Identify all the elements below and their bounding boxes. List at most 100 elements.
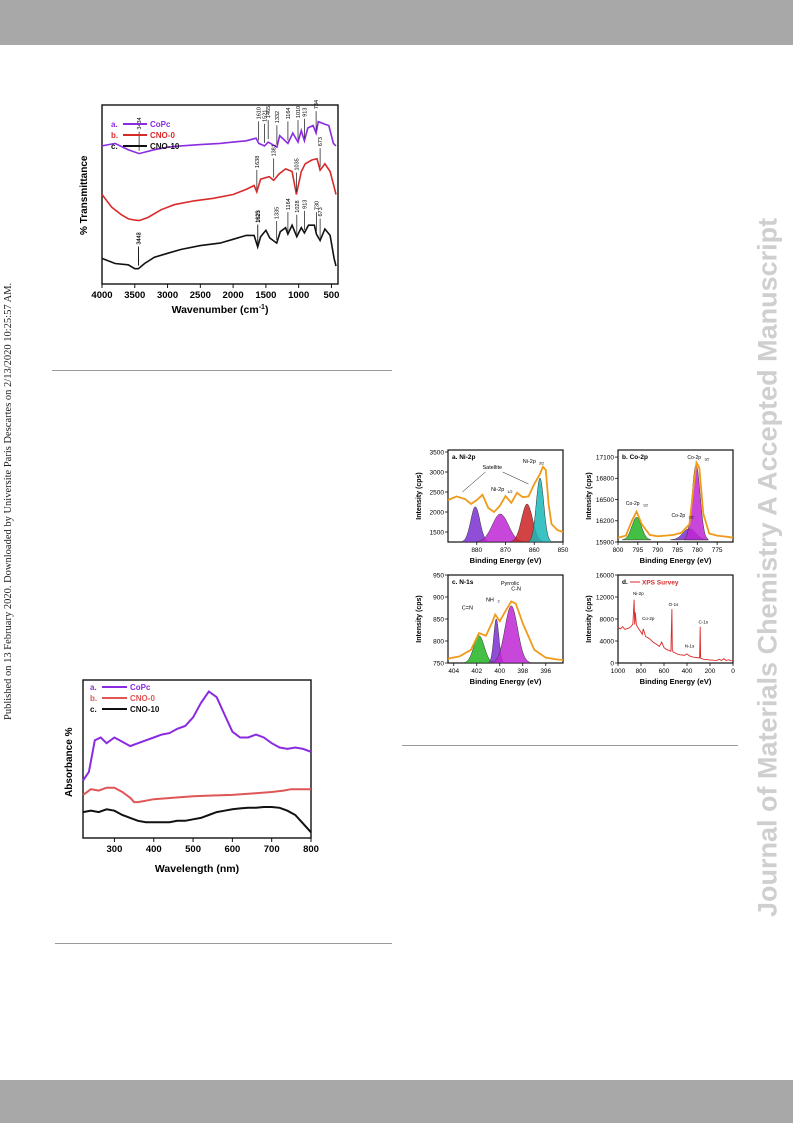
xps-ytick-label: 8000 — [600, 616, 615, 623]
xps-annotation-sub: 3/2 — [689, 516, 694, 520]
xps-annotation-sub: 3/2 — [539, 461, 544, 465]
xps-panel-frame — [617, 449, 734, 543]
ftir-xlabel-sup: -1 — [259, 304, 265, 311]
ftir-peak-label: 1610 — [257, 107, 263, 119]
uv-series-copc — [82, 690, 312, 782]
xps-annotation-arrow — [462, 471, 486, 493]
xps-ytick-label: 900 — [433, 594, 444, 601]
xps-annotation: Ni-2p — [523, 459, 536, 465]
xps-xtick-label: 200 — [705, 668, 716, 675]
xps-annotation-sub: 2 — [497, 600, 499, 604]
ftir-peak-label: 1164 — [286, 198, 292, 210]
top-band — [0, 0, 793, 45]
xps-xtick-label: 785 — [672, 547, 683, 554]
uv-xtick-label: 700 — [264, 844, 280, 855]
xps-panel-label: a. Ni-2p — [452, 454, 476, 461]
xps-annotation: Pyrrolic — [501, 581, 520, 587]
xps-ytick-label: 17100 — [596, 454, 614, 461]
ftir-xtick-label: 3000 — [157, 290, 178, 301]
xps-annotation: Co-2p — [642, 616, 655, 621]
xps-ytick-label: 16000 — [596, 572, 614, 579]
xps-ytick-label: 16800 — [596, 476, 614, 483]
xps-figure: 880 870 860 850 1500 2000 2500 3000 3500 Binding … — [405, 443, 740, 693]
ftir-xtick-label: 1500 — [255, 290, 276, 301]
xps-xlabel: Binding Energy (eV) — [470, 556, 542, 565]
xps-xtick-label: 860 — [529, 547, 540, 554]
ftir-peak-label: 1035 — [294, 158, 300, 170]
separator-2 — [402, 745, 738, 746]
xps-ytick-label: 950 — [433, 572, 444, 579]
ftir-peak-label: 913 — [302, 200, 308, 209]
ftir-legend-prefix: c. — [111, 142, 118, 151]
xps-ylabel: Intensity (cps) — [416, 595, 423, 642]
download-note: Published on 13 February 2020. Downloade… — [3, 282, 14, 720]
xps-annotation: C=N — [462, 605, 473, 611]
xps-xtick-label: 790 — [652, 547, 663, 554]
xps-ytick-label: 1500 — [430, 529, 445, 536]
bottom-band — [0, 1080, 793, 1123]
xps-ylabel: Intensity (cps) — [586, 595, 593, 642]
xps-panel-label: d. — [622, 579, 628, 586]
ftir-peak-label: 734 — [314, 100, 320, 109]
ftir-peak-label: 1028 — [295, 200, 301, 212]
xps-xtick-label: 795 — [632, 547, 643, 554]
ftir-peak-label: 673 — [318, 137, 324, 146]
xps-ytick-label: 16200 — [596, 518, 614, 525]
xps-ytick-label: 12000 — [596, 594, 614, 601]
ftir-series-cno-10 — [101, 223, 337, 270]
ftir-peak-label: 1521 — [263, 110, 269, 122]
xps-xtick-label: 396 — [540, 668, 551, 675]
xps-annotation: Co-2p — [626, 501, 640, 507]
xps-ytick-label: 750 — [433, 660, 444, 667]
ftir-peak-label: 3445 — [136, 232, 142, 244]
xps-xlabel: Binding Energy (eV) — [640, 556, 712, 565]
xps-ylabel: Intensity (cps) — [586, 472, 593, 519]
xps-xtick-label: 800 — [636, 668, 647, 675]
xps-series-xps-survey — [617, 599, 734, 662]
xps-annotation: Co-2p — [672, 513, 686, 519]
xps-ytick-label: 0 — [610, 660, 614, 667]
xps-series-fit — [447, 600, 564, 661]
xps-fit-peak — [492, 605, 531, 664]
xps-ytick-label: 4000 — [600, 638, 615, 645]
uv-legend-prefix: c. — [90, 705, 97, 714]
ftir-series-cno-0 — [101, 157, 337, 222]
xps-fit-peak — [461, 506, 490, 543]
ftir-peak-label: 913 — [302, 108, 308, 117]
xps-xtick-label: 398 — [517, 668, 528, 675]
xps-xtick-label: 402 — [471, 668, 482, 675]
uv-series-cno-0 — [82, 786, 311, 804]
ftir-peak-label: 1638 — [255, 156, 261, 168]
ftir-peak-label: 1625 — [256, 211, 262, 223]
xps-xtick-label: 404 — [448, 668, 459, 675]
separator-3 — [55, 943, 392, 944]
ftir-xtick-label: 500 — [324, 290, 340, 301]
uv-xtick-label: 300 — [107, 844, 123, 855]
ftir-xtick-label: 1000 — [288, 290, 309, 301]
ftir-peak-label: 3442 — [137, 232, 143, 244]
xps-ytick-label: 16500 — [596, 497, 614, 504]
uv-xtick-label: 400 — [146, 844, 162, 855]
xps-annotation-arrow — [502, 471, 529, 485]
uv-legend-prefix: b. — [90, 694, 97, 703]
ftir-frame — [101, 104, 339, 285]
xps-xtick-label: 880 — [471, 547, 482, 554]
separator-1 — [52, 370, 392, 371]
xps-annotation: Satellite — [483, 465, 503, 471]
xps-xtick-label: 400 — [494, 668, 505, 675]
xps-ytick-label: 2000 — [430, 509, 445, 516]
ftir-peak-label: 1010 — [296, 106, 302, 118]
xps-ytick-label: 2500 — [430, 489, 445, 496]
xps-xtick-label: 400 — [682, 668, 693, 675]
ftir-figure: 3434161015211465133211641010913734163813… — [75, 95, 350, 320]
uv-legend-prefix: a. — [90, 683, 97, 692]
xps-ytick-label: 3000 — [430, 469, 445, 476]
ftir-xtick-label: 4000 — [91, 290, 112, 301]
uv-legend-copc: CoPc — [130, 683, 151, 692]
uvvis-ylabel: Absorbance % — [64, 727, 75, 797]
ftir-xlabel-main: Wavenumber (cm — [172, 304, 259, 316]
ftir-xtick-label: 3500 — [124, 290, 145, 301]
xps-xtick-label: 0 — [731, 668, 735, 675]
xps-ytick-label: 850 — [433, 616, 444, 623]
xps-panel-label: b. Co-2p — [622, 454, 648, 461]
